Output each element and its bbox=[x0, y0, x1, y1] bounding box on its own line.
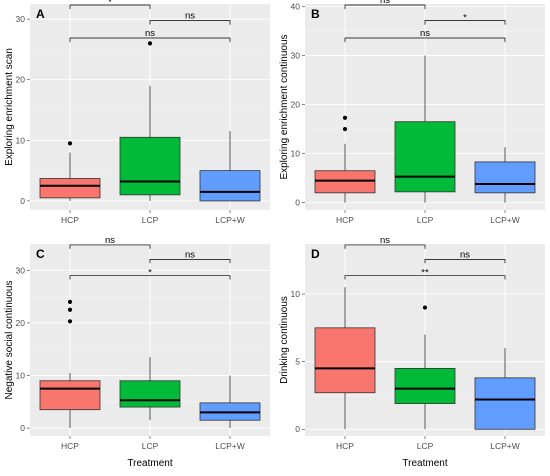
panel-a: 0 10 20 30 HCP LCP LCP+W Exploring enrichment s… bbox=[0, 0, 275, 236]
significance-label: ns bbox=[380, 0, 390, 6]
x-axis-title: Treatment bbox=[402, 458, 447, 469]
x-tick-label: LCP+W bbox=[215, 441, 245, 451]
x-tick-label: HCP bbox=[336, 215, 354, 225]
outlier-point bbox=[342, 126, 348, 132]
y-tick-label: 20 bbox=[291, 100, 301, 110]
x-tick-label: HCP bbox=[61, 441, 79, 451]
significance-label: ns bbox=[105, 235, 115, 246]
outlier-point bbox=[422, 305, 428, 310]
x-tick-label: LCP bbox=[142, 215, 159, 225]
y-tick-label: 40 bbox=[291, 1, 301, 11]
x-tick-label: LCP+W bbox=[490, 215, 520, 225]
significance-label: ns bbox=[185, 10, 195, 21]
significance-bracket bbox=[424, 259, 506, 264]
box-hcp bbox=[39, 380, 101, 411]
significance-label: ** bbox=[421, 268, 429, 279]
panel-c: 0 10 20 30 HCP LCP LCP+W Negative social contin… bbox=[0, 235, 275, 472]
significance-bracket bbox=[149, 259, 231, 264]
significance-bracket bbox=[149, 20, 231, 25]
y-axis-title: Negative social continuous bbox=[4, 281, 15, 400]
chart-svg: 0 5 10 HCP LCP LCP+W Drinking continuous Treatm… bbox=[279, 235, 545, 469]
box-hcp bbox=[314, 170, 376, 194]
x-axis-title: Treatment bbox=[127, 458, 172, 469]
box-hcp bbox=[39, 178, 101, 199]
y-tick-label: 10 bbox=[291, 289, 301, 299]
x-tick-label: HCP bbox=[336, 441, 354, 451]
chart-svg: 0 10 20 30 HCP LCP LCP+W Negative social contin… bbox=[4, 235, 270, 469]
significance-label: ns bbox=[145, 28, 155, 39]
significance-bracket bbox=[344, 37, 506, 43]
outlier-point bbox=[67, 299, 73, 304]
x-tick-label: HCP bbox=[61, 215, 79, 225]
outlier-point bbox=[67, 307, 73, 312]
panel-letter: B bbox=[311, 7, 320, 21]
x-tick-label: LCP bbox=[417, 441, 434, 451]
panel-d: 0 5 10 HCP LCP LCP+W Drinking continuous Treatm… bbox=[275, 235, 550, 476]
chart-svg: 0 10 20 30 HCP LCP LCP+W Exploring enrichment s… bbox=[4, 0, 270, 225]
x-tick-label: LCP+W bbox=[215, 215, 245, 225]
significance-label: ns bbox=[420, 28, 430, 39]
box-lcp-w bbox=[199, 170, 261, 202]
box-lcp bbox=[119, 136, 181, 196]
significance-label: * bbox=[148, 268, 152, 279]
significance-bracket bbox=[424, 20, 506, 25]
significance-bracket bbox=[69, 275, 231, 280]
y-axis-title: Exploring enrichment continuous bbox=[279, 34, 290, 179]
box-lcp bbox=[394, 367, 456, 404]
outlier-point bbox=[67, 141, 73, 146]
panel-b: 0 10 20 30 40 HCP LCP LCP+W Exploring enrichment… bbox=[275, 0, 550, 240]
significance-bracket bbox=[344, 244, 426, 249]
y-tick-label: 20 bbox=[16, 75, 26, 85]
significance-label: ns bbox=[380, 235, 390, 246]
y-tick-label: 5 bbox=[295, 357, 300, 367]
y-tick-label: 10 bbox=[16, 371, 26, 381]
significance-label: * bbox=[108, 0, 112, 8]
y-tick-label: 30 bbox=[16, 14, 26, 24]
x-tick-label: LCP bbox=[417, 215, 434, 225]
significance-bracket bbox=[69, 244, 151, 249]
y-tick-label: 0 bbox=[20, 196, 25, 206]
panel-letter: D bbox=[311, 247, 320, 261]
significance-bracket bbox=[69, 4, 151, 10]
box-hcp bbox=[314, 327, 376, 394]
y-tick-label: 0 bbox=[295, 424, 300, 434]
chart-svg: 0 10 20 30 40 HCP LCP LCP+W Exploring enrichment… bbox=[279, 0, 545, 225]
y-tick-label: 0 bbox=[295, 198, 300, 208]
x-tick-label: LCP bbox=[142, 441, 159, 451]
significance-label: ns bbox=[460, 249, 470, 260]
significance-label: * bbox=[463, 12, 467, 23]
y-tick-label: 30 bbox=[16, 265, 26, 275]
y-tick-label: 10 bbox=[16, 135, 26, 145]
y-tick-label: 10 bbox=[291, 149, 301, 159]
outlier-point bbox=[67, 319, 73, 324]
box-lcp bbox=[394, 121, 456, 193]
outlier-point bbox=[342, 115, 348, 120]
box-lcp-w bbox=[474, 377, 536, 430]
y-tick-label: 30 bbox=[291, 51, 301, 61]
y-tick-label: 20 bbox=[16, 318, 26, 328]
outlier-point bbox=[147, 41, 153, 46]
panel-letter: C bbox=[36, 247, 45, 261]
significance-bracket bbox=[69, 37, 231, 43]
box-lcp bbox=[119, 380, 181, 408]
panel-letter: A bbox=[36, 7, 45, 21]
box-lcp-w bbox=[474, 161, 536, 194]
y-tick-label: 0 bbox=[20, 423, 25, 433]
significance-bracket bbox=[344, 275, 506, 280]
x-tick-label: LCP+W bbox=[490, 441, 520, 451]
significance-label: ns bbox=[185, 249, 195, 260]
y-axis-title: Exploring enrichment scan bbox=[4, 48, 15, 166]
significance-bracket bbox=[344, 4, 426, 10]
y-axis-title: Drinking continuous bbox=[279, 296, 290, 384]
